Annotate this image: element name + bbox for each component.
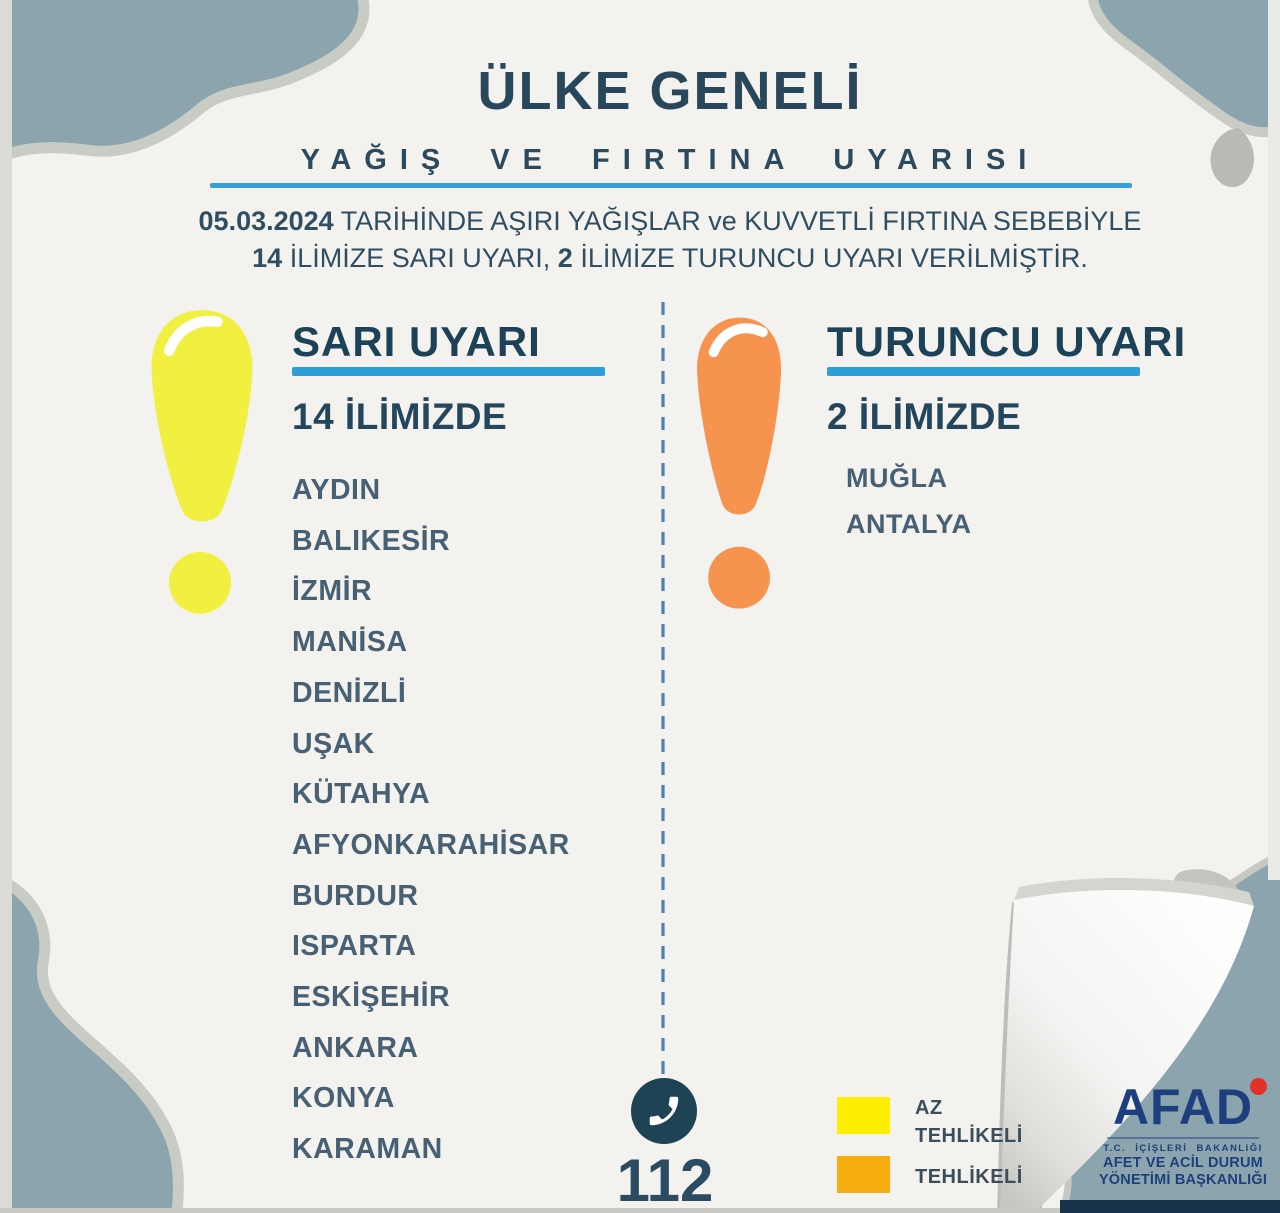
- city-item: ANKARA: [292, 1031, 419, 1064]
- city-item: ESKİŞEHİR: [292, 981, 451, 1014]
- orange-city-list: MUĞLA ANTALYA: [846, 455, 972, 547]
- emergency-number: 112: [616, 1147, 714, 1213]
- orange-heading-rule: [827, 367, 1140, 376]
- orange-count: 2: [557, 243, 573, 273]
- city-item: MANİSA: [292, 626, 408, 659]
- announcement-line-1: 05.03.2024 TARİHİNDE AŞIRI YAĞIŞLAR ve K…: [198, 206, 1142, 236]
- city-item: BALIKESİR: [292, 524, 451, 557]
- city-item: KONYA: [292, 1082, 395, 1115]
- yellow-count: 14: [252, 243, 283, 273]
- afad-ministry-text: T.C. İÇİŞLERİ BAKANLIĞI: [1103, 1143, 1263, 1154]
- announcement-date: 05.03.2024: [198, 206, 334, 236]
- header-rule: [210, 183, 1132, 188]
- legend-label-tehlikeli: TEHLİKELİ: [915, 1166, 1023, 1188]
- yellow-exclamation-icon: [151, 310, 253, 614]
- city-item: İZMİR: [292, 575, 373, 608]
- page-title: ÜLKE GENELİ: [477, 61, 863, 121]
- city-item: ISPARTA: [292, 930, 417, 963]
- legend-label-az-tehlikeli: AZ TEHLİKELİ: [915, 1097, 1023, 1147]
- legend-swatch-az-tehlikeli: [837, 1097, 890, 1134]
- yellow-city-list: AYDIN BALIKESİR İZMİR MANİSA DENİZLİ UŞA…: [292, 465, 570, 1175]
- city-item: AFYONKARAHİSAR: [292, 828, 570, 861]
- city-item: ANTALYA: [846, 509, 972, 539]
- city-item: KÜTAHYA: [292, 778, 431, 811]
- city-item: AYDIN: [292, 474, 381, 506]
- city-item: UŞAK: [292, 727, 375, 760]
- afad-wordmark: AFAD: [1113, 1078, 1268, 1134]
- phone-icon: [631, 1078, 697, 1144]
- orange-exclamation-icon: [697, 317, 782, 609]
- header: ÜLKE GENELİ YAĞIŞ VE FIRTINA UYARISI: [70, 0, 1270, 177]
- announcement-line-2: 14 İLİMİZE SARI UYARI, 2 İLİMİZE TURUNCU…: [252, 243, 1088, 273]
- yellow-warning-count: 14 İLİMİZDE: [292, 396, 508, 437]
- city-item: DENİZLİ: [292, 676, 407, 709]
- left-edge-strip: [0, 0, 12, 1213]
- column-divider-dashed-line: [661, 302, 665, 1084]
- announcement-text: 05.03.2024 TARİHİNDE AŞIRI YAĞIŞLAR ve K…: [70, 203, 1270, 277]
- city-item: KARAMAN: [292, 1133, 443, 1166]
- city-item: MUĞLA: [846, 463, 948, 493]
- afad-red-dot: [1250, 1078, 1268, 1095]
- afad-org-line-2: YÖNETİMİ BAŞKANLIĞI: [1098, 1172, 1268, 1188]
- yellow-warning-heading: SARI UYARI: [292, 318, 541, 365]
- city-item: BURDUR: [292, 879, 419, 912]
- legend-swatch-tehlikeli: [837, 1156, 890, 1193]
- page-subtitle: YAĞIŞ VE FIRTINA UYARISI: [300, 144, 1040, 176]
- afad-divider-line: [1107, 1137, 1259, 1139]
- afad-org-line-1: AFET VE ACİL DURUM: [1103, 1155, 1263, 1171]
- orange-warning-heading: TURUNCU UYARI: [827, 318, 1187, 365]
- orange-warning-count: 2 İLİMİZDE: [827, 396, 1022, 437]
- afad-logo: AFAD T.C. İÇİŞLERİ BAKANLIĞI AFET VE ACİ…: [1098, 1078, 1268, 1189]
- bottom-edge-strip: [0, 1208, 1060, 1213]
- yellow-heading-rule: [292, 367, 605, 376]
- right-edge-strip: [1268, 0, 1280, 880]
